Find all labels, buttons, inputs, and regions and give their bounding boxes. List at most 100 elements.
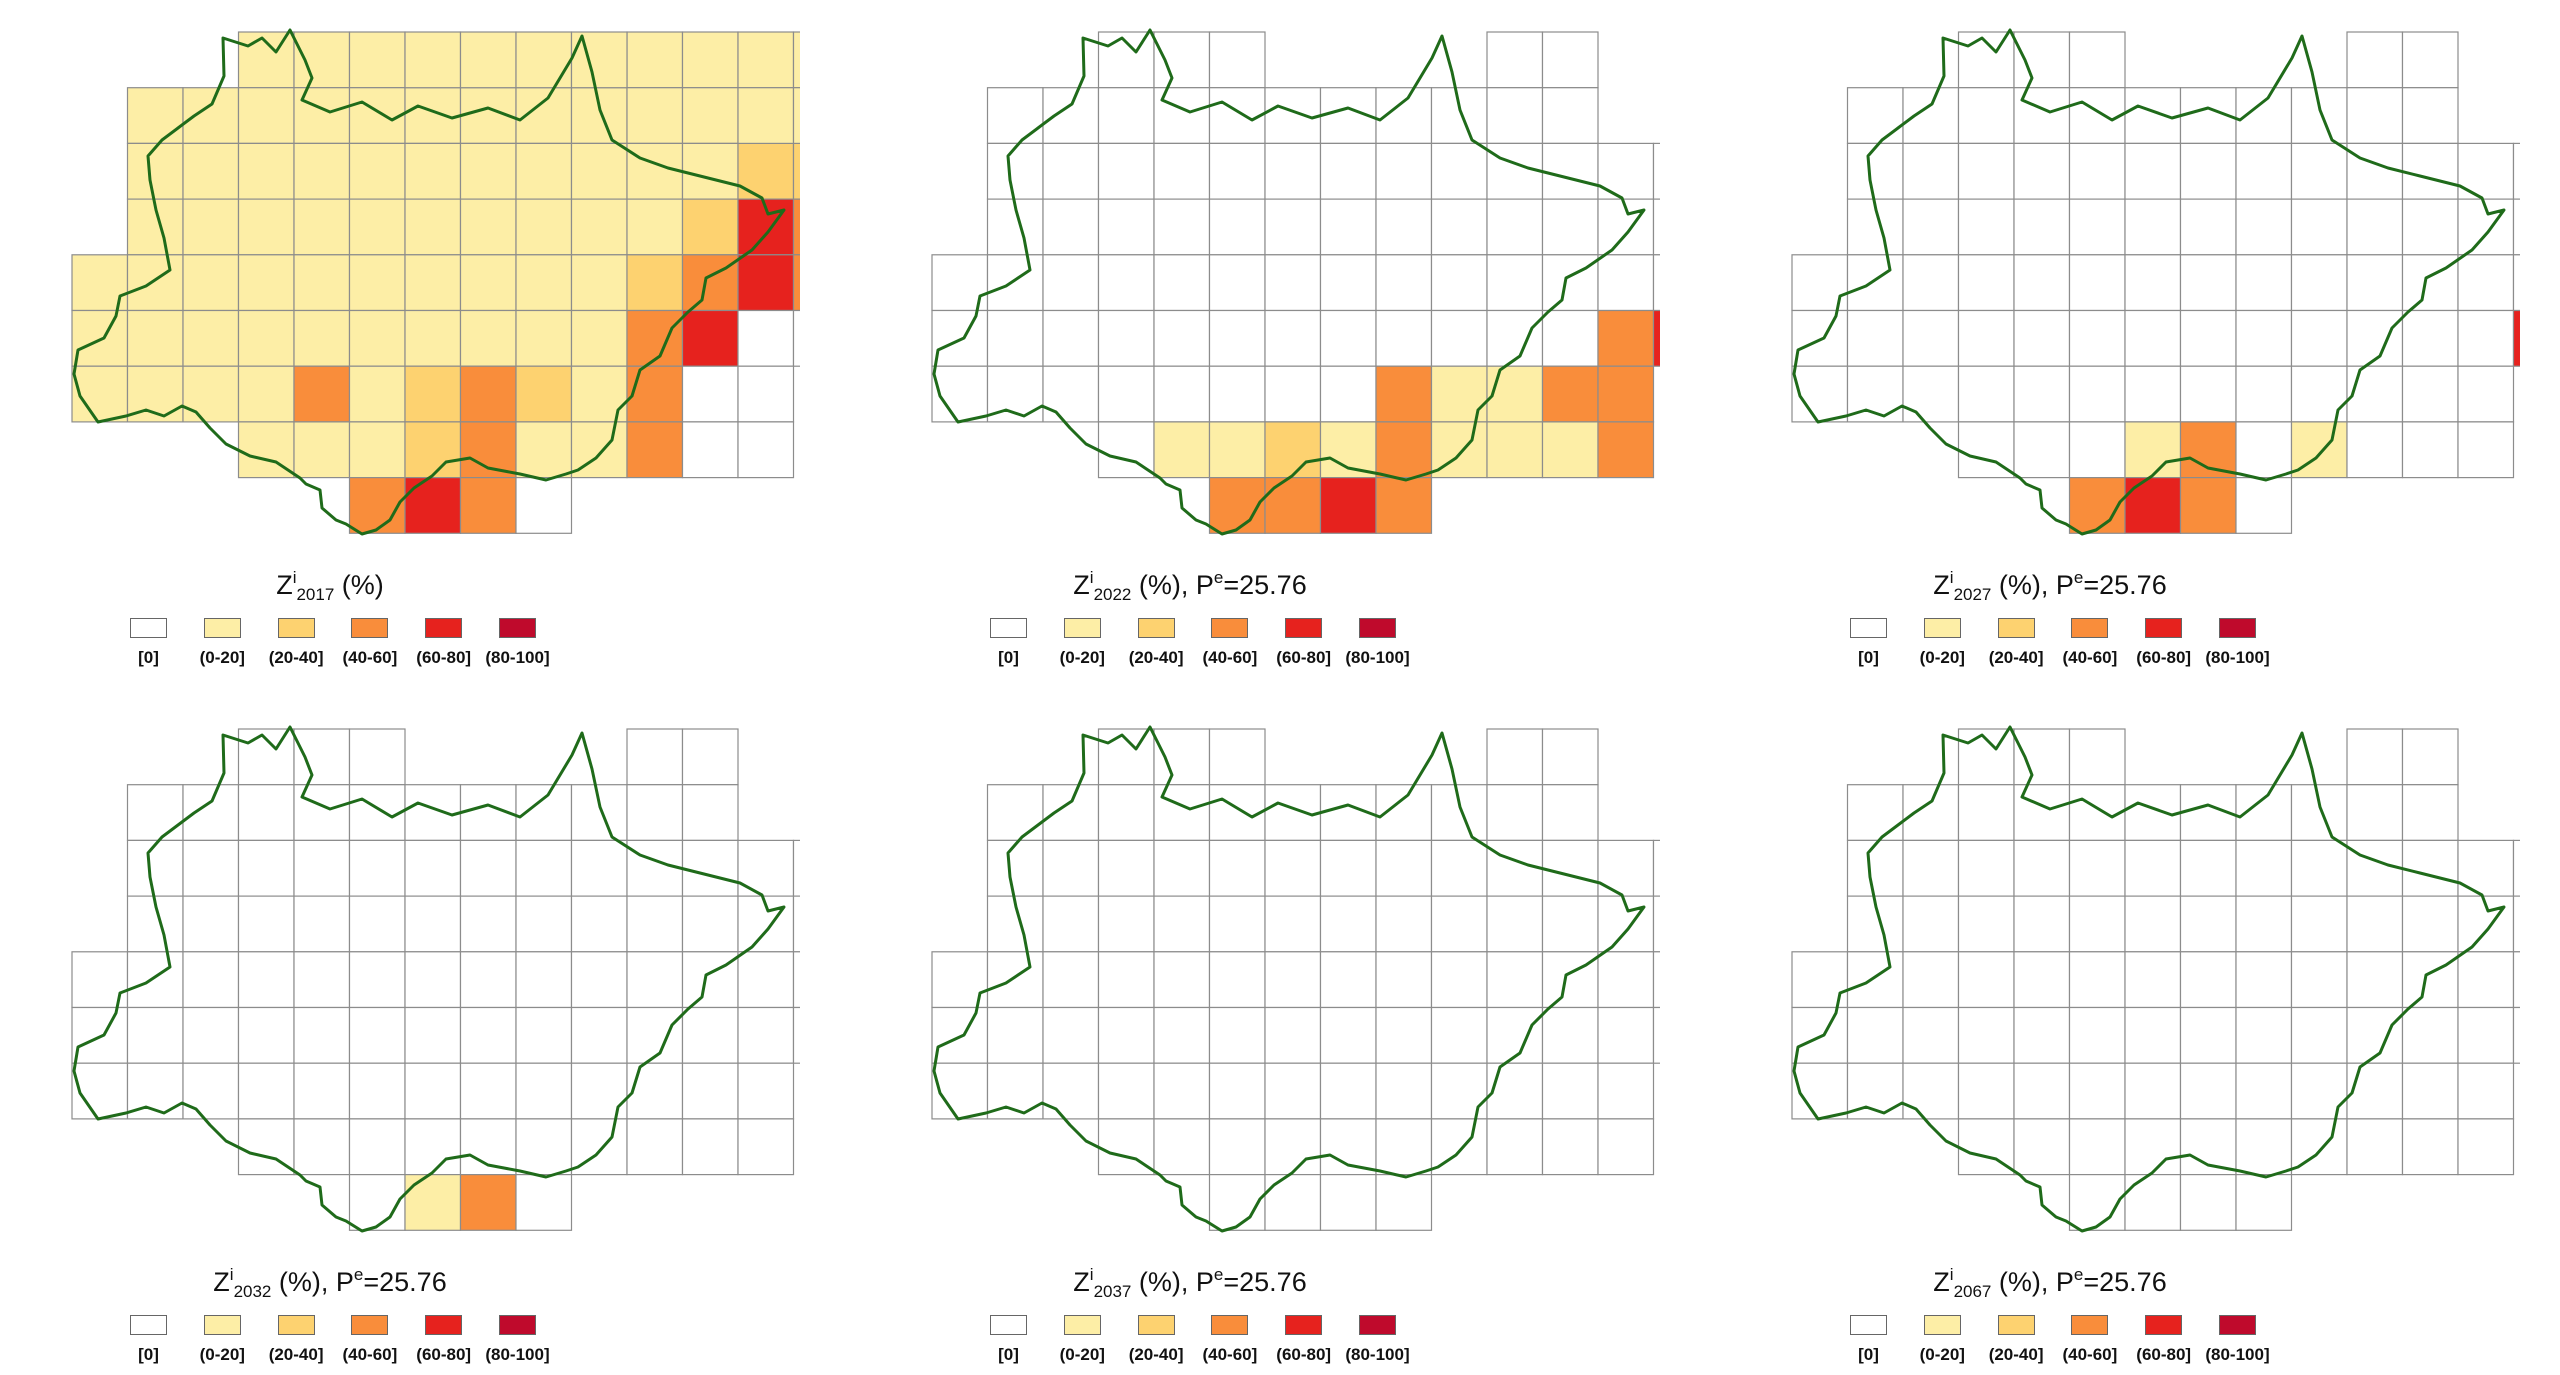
title-pe-value: =25.76 — [1223, 1267, 1307, 1297]
grid-cell — [1319, 142, 1377, 200]
grid-cell — [515, 365, 573, 423]
legend-swatch — [2219, 618, 2256, 638]
grid-cell — [2068, 839, 2126, 897]
grid-cell — [1430, 895, 1488, 953]
grid-cell — [681, 309, 739, 367]
grid-map — [931, 28, 1660, 536]
grid-cell — [2457, 951, 2515, 1009]
title-title-main: Z — [1073, 570, 1090, 600]
grid-cell — [126, 254, 184, 312]
grid-cell — [2346, 728, 2404, 786]
grid-cell — [681, 1006, 739, 1064]
grid-cell — [2401, 728, 2459, 786]
grid-cell — [515, 477, 573, 534]
grid-cell — [1208, 254, 1266, 312]
grid-cell — [237, 951, 295, 1009]
legend-label: (60-80] — [2136, 1345, 2192, 1364]
title-title-sup: i — [292, 568, 297, 587]
grid-cell — [404, 309, 462, 367]
legend-label: [0] — [998, 1345, 1019, 1364]
grid-cell — [2346, 87, 2404, 144]
grid-cell — [2346, 839, 2404, 897]
grid-cell — [404, 951, 462, 1009]
legend-label: (40-60] — [342, 648, 398, 667]
grid-cell — [293, 309, 351, 367]
grid-cell — [293, 895, 351, 953]
grid-cell — [1319, 839, 1377, 897]
grid-cell — [626, 254, 684, 312]
title-title-suffix: (%), P — [1131, 1267, 1214, 1297]
legend-swatch — [130, 1315, 167, 1335]
grid-cell — [237, 839, 295, 897]
region-boundary — [72, 28, 786, 536]
grid-cell — [2124, 365, 2182, 423]
grid-cell — [1153, 895, 1211, 953]
grid-cell — [237, 87, 295, 144]
grid-cell — [681, 951, 739, 1009]
grid-cell — [1597, 895, 1655, 953]
grid-cell — [459, 951, 517, 1009]
title-title-sub: 2067 — [1953, 1282, 1992, 1301]
legend-label: (20-40] — [268, 648, 324, 667]
grid-cell — [1652, 839, 1660, 897]
legend-swatch — [1850, 1315, 1887, 1335]
grid-cell — [2346, 1006, 2404, 1064]
legend-label: (60-80] — [2136, 648, 2192, 667]
grid-cell — [1541, 254, 1599, 312]
grid-cell — [2013, 365, 2071, 423]
grid-cell — [2235, 1006, 2293, 1064]
grid-cell — [1486, 1118, 1544, 1176]
grid-cell — [1846, 254, 1904, 312]
grid-cell — [348, 309, 406, 367]
grid-cell — [737, 421, 795, 479]
legend-swatch — [277, 618, 315, 638]
grid-cell — [1375, 142, 1433, 200]
grid-cell — [626, 895, 684, 953]
grid-cell — [1957, 142, 2015, 200]
grid-cell — [1597, 1006, 1655, 1064]
grid-cell — [2235, 365, 2293, 423]
legend-swatch — [1850, 618, 1887, 638]
grid-cell — [2401, 254, 2459, 312]
legend-label: (0-20] — [1919, 1345, 1965, 1364]
grid-cell — [2013, 31, 2071, 89]
grid-cell — [2068, 1118, 2126, 1176]
title-title-sub: 2037 — [1093, 1282, 1132, 1301]
grid-cell — [2401, 839, 2459, 897]
grid-cell — [348, 1118, 406, 1176]
legend-swatch — [1063, 618, 1101, 638]
grid-cell — [515, 1174, 573, 1231]
grid-cell — [293, 254, 351, 312]
grid-cell — [1097, 142, 1155, 200]
grid-cell — [237, 1006, 295, 1064]
grid-cell — [2068, 254, 2126, 312]
grid-cell — [986, 951, 1044, 1009]
grid-cell — [2235, 1062, 2293, 1120]
grid-cell — [293, 421, 351, 479]
grid-cell — [1097, 309, 1155, 367]
legend-swatch — [1359, 1315, 1396, 1335]
grid-cell — [515, 1006, 573, 1064]
legend-swatch — [277, 1315, 315, 1335]
grid-cell — [1319, 1062, 1377, 1120]
grid-cell — [2401, 365, 2459, 423]
legend-label: (60-80] — [1276, 1345, 1332, 1364]
legend-swatch — [1211, 1315, 1249, 1335]
grid-cell — [1153, 142, 1211, 200]
grid-cell — [626, 198, 684, 256]
grid-cell — [1208, 728, 1266, 786]
grid-cell — [348, 951, 406, 1009]
grid-cell — [2124, 87, 2182, 144]
grid-cell — [2179, 142, 2237, 200]
grid-cell — [1430, 198, 1488, 256]
legend-label: (20-40] — [1988, 1345, 2044, 1364]
grid-cell — [2179, 365, 2237, 423]
legend-swatch — [1063, 1315, 1101, 1335]
grid-cell — [737, 1006, 795, 1064]
legend-swatch — [2071, 1315, 2109, 1335]
legend-label: (40-60] — [2062, 648, 2118, 667]
grid-cell — [570, 1006, 628, 1064]
grid-cell — [2346, 895, 2404, 953]
grid-cell — [1597, 309, 1655, 367]
title-title-main: Z — [1073, 1267, 1090, 1297]
